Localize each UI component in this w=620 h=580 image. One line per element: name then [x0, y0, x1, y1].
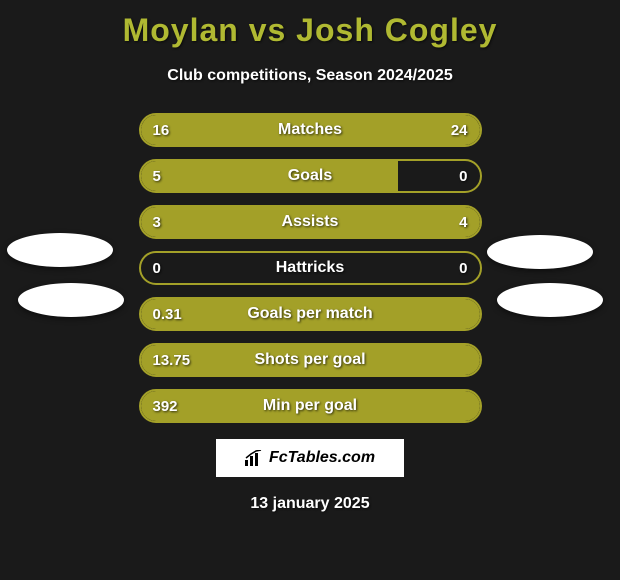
stat-value-left: 0	[153, 253, 161, 283]
chart-icon	[245, 450, 263, 466]
stat-bar-left	[141, 161, 399, 191]
stat-bar-full	[141, 299, 480, 329]
stat-value-left: 0.31	[153, 299, 182, 329]
left-player-badge-0	[7, 233, 113, 267]
stat-row-matches: 1624Matches	[139, 113, 482, 147]
stat-bar-right	[286, 207, 479, 237]
stat-row-assists: 34Assists	[139, 205, 482, 239]
stat-row-min-per-goal: 392Min per goal	[139, 389, 482, 423]
stat-value-left: 13.75	[153, 345, 191, 375]
stat-label: Hattricks	[141, 253, 480, 283]
stat-value-left: 392	[153, 391, 178, 421]
stat-value-right: 0	[459, 253, 467, 283]
stat-bar-left	[141, 207, 287, 237]
stat-value-right: 4	[459, 207, 467, 237]
stat-value-left: 16	[153, 115, 170, 145]
stat-row-goals-per-match: 0.31Goals per match	[139, 297, 482, 331]
stat-value-right: 24	[451, 115, 468, 145]
stat-bar-full	[141, 391, 480, 421]
date-label: 13 january 2025	[0, 495, 620, 513]
subtitle: Club competitions, Season 2024/2025	[0, 67, 620, 85]
stat-value-left: 5	[153, 161, 161, 191]
branding-badge: FcTables.com	[216, 439, 404, 477]
stat-value-right: 0	[459, 161, 467, 191]
left-player-badge-1	[18, 283, 124, 317]
branding-text: FcTables.com	[269, 449, 375, 467]
page-title: Moylan vs Josh Cogley	[0, 0, 620, 49]
stat-bar-full	[141, 345, 480, 375]
stat-row-hattricks: 0 0Hattricks	[139, 251, 482, 285]
stat-bar-right	[276, 115, 479, 145]
comparison-chart: 1624Matches50Goals34Assists00Hattricks0.…	[0, 113, 620, 423]
stat-row-goals: 50Goals	[139, 159, 482, 193]
right-player-badge-1	[497, 283, 603, 317]
right-player-badge-0	[487, 235, 593, 269]
stat-value-left: 3	[153, 207, 161, 237]
stat-row-shots-per-goal: 13.75Shots per goal	[139, 343, 482, 377]
